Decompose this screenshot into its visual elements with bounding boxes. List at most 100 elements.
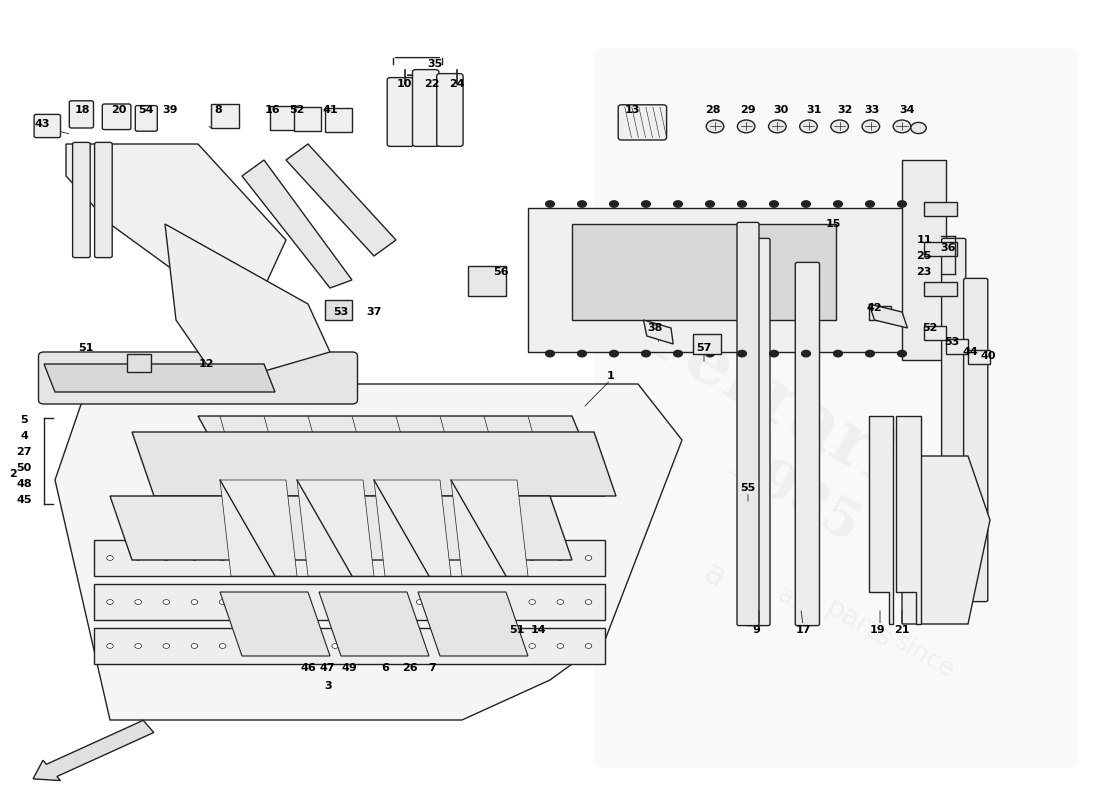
Circle shape	[191, 555, 198, 560]
Text: 30: 30	[773, 106, 789, 115]
Text: 36: 36	[940, 243, 956, 253]
Polygon shape	[572, 224, 836, 320]
Polygon shape	[902, 456, 990, 624]
Bar	[324, 108, 352, 132]
Polygon shape	[869, 416, 893, 624]
Circle shape	[705, 350, 714, 357]
Circle shape	[191, 600, 198, 605]
Circle shape	[585, 600, 592, 605]
Text: 4: 4	[20, 431, 29, 441]
Text: 5: 5	[21, 415, 28, 425]
Bar	[94, 540, 605, 576]
Circle shape	[135, 555, 142, 560]
Text: 11: 11	[916, 235, 932, 245]
Text: 45: 45	[16, 495, 32, 505]
Text: 27: 27	[16, 447, 32, 457]
Circle shape	[276, 600, 283, 605]
Circle shape	[276, 643, 283, 648]
Circle shape	[770, 201, 779, 207]
Text: 47: 47	[320, 663, 336, 673]
Circle shape	[557, 600, 563, 605]
Polygon shape	[220, 480, 297, 576]
FancyBboxPatch shape	[618, 105, 667, 140]
Bar	[468, 266, 506, 296]
Text: 52: 52	[289, 106, 305, 115]
Circle shape	[738, 201, 747, 207]
Polygon shape	[55, 384, 682, 720]
Circle shape	[898, 350, 906, 357]
Circle shape	[641, 350, 650, 357]
Text: 21: 21	[894, 626, 910, 635]
Circle shape	[529, 555, 536, 560]
Text: 39: 39	[163, 106, 178, 115]
Bar	[211, 104, 239, 128]
Circle shape	[219, 555, 225, 560]
Text: 23: 23	[916, 267, 932, 277]
Text: 20: 20	[111, 106, 126, 115]
Circle shape	[769, 120, 786, 133]
Circle shape	[802, 350, 811, 357]
Text: 44: 44	[962, 347, 978, 357]
Circle shape	[578, 201, 586, 207]
Circle shape	[332, 600, 339, 605]
Text: 10: 10	[397, 79, 412, 89]
Text: 9: 9	[752, 626, 761, 635]
Circle shape	[529, 643, 536, 648]
Text: 37: 37	[366, 307, 382, 317]
Circle shape	[107, 643, 113, 648]
Circle shape	[673, 350, 682, 357]
Polygon shape	[110, 496, 572, 560]
Text: 54: 54	[139, 106, 154, 115]
Circle shape	[191, 643, 198, 648]
Text: 8: 8	[213, 106, 222, 115]
Circle shape	[585, 643, 592, 648]
Circle shape	[705, 201, 714, 207]
Circle shape	[557, 643, 563, 648]
FancyBboxPatch shape	[73, 142, 90, 258]
Circle shape	[304, 643, 310, 648]
Circle shape	[444, 555, 451, 560]
Text: 7: 7	[428, 663, 437, 673]
Text: 19: 19	[870, 626, 886, 635]
Circle shape	[738, 350, 747, 357]
Bar	[924, 202, 957, 216]
Circle shape	[163, 600, 169, 605]
Polygon shape	[528, 208, 924, 352]
Bar	[869, 306, 891, 320]
Polygon shape	[644, 320, 673, 344]
Bar	[324, 300, 352, 320]
Text: 55: 55	[740, 483, 756, 493]
Text: 40: 40	[980, 351, 996, 361]
Circle shape	[332, 555, 339, 560]
FancyBboxPatch shape	[594, 48, 1078, 768]
Circle shape	[893, 120, 911, 133]
Text: 3: 3	[324, 682, 331, 691]
Text: 1: 1	[606, 371, 615, 381]
Text: 53: 53	[333, 307, 349, 317]
Polygon shape	[132, 432, 616, 496]
Text: 51: 51	[509, 626, 525, 635]
Polygon shape	[220, 592, 330, 656]
FancyBboxPatch shape	[795, 262, 820, 626]
Circle shape	[360, 555, 366, 560]
FancyBboxPatch shape	[437, 74, 463, 146]
Circle shape	[444, 600, 451, 605]
Polygon shape	[896, 416, 921, 624]
Circle shape	[473, 643, 480, 648]
Circle shape	[388, 555, 395, 560]
Text: 56: 56	[493, 267, 508, 277]
Bar	[924, 282, 957, 296]
FancyBboxPatch shape	[39, 352, 358, 404]
FancyBboxPatch shape	[135, 106, 157, 131]
Polygon shape	[869, 304, 907, 328]
Text: 42: 42	[867, 303, 882, 313]
Text: Ferrari: Ferrari	[630, 298, 910, 502]
Circle shape	[673, 201, 682, 207]
Polygon shape	[242, 160, 352, 288]
Text: 17: 17	[795, 626, 811, 635]
Text: 2: 2	[9, 469, 18, 478]
Circle shape	[444, 643, 451, 648]
Text: 31: 31	[806, 106, 822, 115]
FancyBboxPatch shape	[942, 238, 966, 602]
Circle shape	[830, 120, 848, 133]
